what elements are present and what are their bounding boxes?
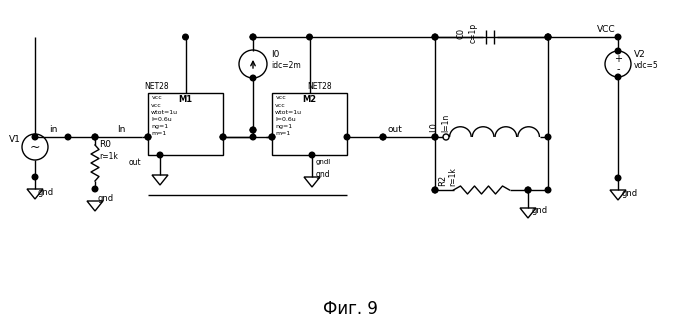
Text: gnd: gnd — [316, 170, 330, 179]
Text: Фиг. 9: Фиг. 9 — [323, 300, 377, 318]
Text: R0: R0 — [99, 140, 111, 149]
Circle shape — [250, 34, 255, 40]
Circle shape — [270, 134, 275, 140]
Text: in: in — [50, 125, 58, 134]
Text: -: - — [616, 64, 620, 74]
Circle shape — [32, 174, 38, 180]
Text: idc=2m: idc=2m — [271, 61, 301, 70]
Text: l=0.6u: l=0.6u — [275, 117, 295, 122]
Circle shape — [250, 75, 255, 81]
Text: L0: L0 — [429, 122, 438, 132]
Text: In: In — [117, 125, 125, 134]
Text: wtot=1u: wtot=1u — [275, 110, 302, 115]
Circle shape — [615, 34, 621, 40]
Circle shape — [220, 134, 226, 140]
Circle shape — [32, 134, 38, 140]
Circle shape — [380, 134, 386, 140]
Circle shape — [615, 175, 621, 181]
Circle shape — [432, 134, 438, 140]
Text: r=1k: r=1k — [449, 167, 458, 186]
Circle shape — [65, 134, 71, 140]
Circle shape — [145, 134, 150, 140]
Circle shape — [545, 187, 551, 193]
Bar — [272, 93, 347, 155]
Text: I0: I0 — [271, 50, 279, 59]
Circle shape — [545, 34, 551, 40]
Circle shape — [432, 187, 438, 193]
Text: m=1: m=1 — [151, 131, 167, 136]
Circle shape — [92, 134, 98, 140]
Circle shape — [432, 187, 438, 193]
Text: gnd: gnd — [622, 189, 638, 198]
Circle shape — [92, 134, 98, 140]
Circle shape — [309, 152, 315, 158]
Text: c=1p: c=1p — [469, 23, 478, 43]
Circle shape — [525, 187, 531, 193]
Text: gnd: gnd — [532, 206, 548, 215]
Text: V1: V1 — [9, 135, 21, 144]
Circle shape — [145, 134, 150, 140]
Circle shape — [220, 134, 226, 140]
Circle shape — [158, 152, 163, 158]
Text: l=0.6u: l=0.6u — [151, 117, 172, 122]
Circle shape — [615, 74, 621, 80]
Circle shape — [307, 34, 312, 40]
Circle shape — [270, 134, 275, 140]
Text: R2: R2 — [438, 175, 447, 186]
Circle shape — [545, 34, 551, 40]
Text: vcc: vcc — [276, 95, 287, 100]
Text: NET28: NET28 — [307, 82, 332, 91]
Text: vcc: vcc — [275, 103, 286, 108]
Text: VCC: VCC — [596, 25, 615, 34]
Text: ~: ~ — [29, 140, 41, 153]
Text: C0: C0 — [457, 27, 466, 39]
Text: out: out — [128, 158, 141, 167]
Text: V2: V2 — [634, 50, 645, 59]
Circle shape — [183, 34, 188, 40]
Text: l=1n: l=1n — [441, 114, 450, 132]
Circle shape — [525, 187, 531, 193]
Text: vcc: vcc — [152, 95, 162, 100]
Text: gndl: gndl — [316, 159, 331, 165]
Text: m=1: m=1 — [275, 131, 290, 136]
Text: ng=1: ng=1 — [151, 124, 168, 129]
Circle shape — [545, 34, 551, 40]
Circle shape — [250, 127, 255, 133]
Circle shape — [344, 134, 350, 140]
Text: vcc: vcc — [151, 103, 162, 108]
Circle shape — [545, 134, 551, 140]
Circle shape — [92, 186, 98, 192]
Circle shape — [250, 34, 255, 40]
Circle shape — [615, 48, 621, 54]
Text: wtot=1u: wtot=1u — [151, 110, 178, 115]
Circle shape — [432, 134, 438, 140]
Text: out: out — [388, 125, 403, 134]
Bar — [148, 93, 223, 155]
Circle shape — [432, 34, 438, 40]
Text: gnd: gnd — [38, 188, 54, 197]
Text: vdc=5: vdc=5 — [634, 61, 659, 70]
Text: gnd: gnd — [98, 194, 114, 203]
Text: NET28: NET28 — [144, 82, 169, 91]
Circle shape — [250, 134, 255, 140]
Text: M2: M2 — [302, 95, 316, 104]
Text: ng=1: ng=1 — [275, 124, 292, 129]
Text: M1: M1 — [178, 95, 192, 104]
Text: r=1k: r=1k — [99, 152, 118, 161]
Circle shape — [380, 134, 386, 140]
Circle shape — [432, 34, 438, 40]
Text: +: + — [614, 54, 622, 64]
Circle shape — [250, 127, 255, 133]
